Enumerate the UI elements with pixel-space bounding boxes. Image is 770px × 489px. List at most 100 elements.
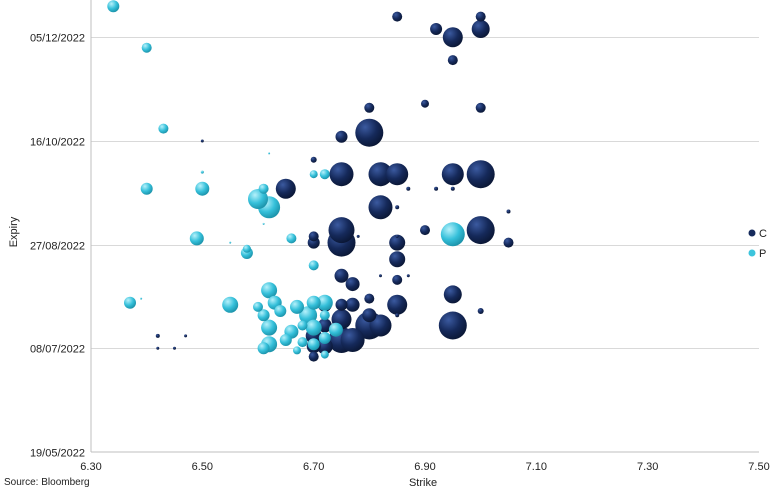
source-note: Source: Bloomberg [4,477,90,488]
bubble-p [229,241,232,244]
bubble-c [395,313,400,318]
bubble-p [261,282,278,299]
x-axis-title: Strike [409,477,437,489]
bubble-c [392,274,403,285]
bubble-c [369,314,392,337]
bubble-p [306,295,321,310]
x-tick-label: 6.70 [303,461,324,473]
x-tick-label: 7.50 [748,461,769,473]
bubble-p [158,123,169,134]
x-tick-label: 6.90 [414,461,435,473]
bubble-c [434,186,439,191]
bubble-c [364,102,375,113]
bubble-c [368,195,393,220]
bubble-c [421,99,429,108]
bubble-p [318,332,331,344]
bubble-c [420,225,430,236]
y-axis-title: Expiry [8,216,20,247]
y-tick-label: 05/12/2022 [30,33,85,45]
bubble-p [141,42,152,53]
legend-label-c: C [759,228,767,240]
bubble-p [140,182,153,195]
bubble-p [262,222,265,225]
bubble-c [340,328,365,352]
legend-label-p: P [759,248,766,260]
bubble-c [345,277,360,292]
bubble-c [389,251,406,268]
bubble-p [274,305,287,317]
y-tick-labels: 19/05/2022 08/07/2022 27/08/2022 16/10/2022… [30,33,85,460]
bubble-p [297,337,308,348]
bubble-p [140,297,143,300]
y-tick-label: 16/10/2022 [30,137,85,149]
bubble-p [257,309,270,322]
bubble-p [319,169,330,180]
bubble-p [293,346,301,355]
bubble-c [386,163,409,186]
bubble-c [395,234,399,238]
bubble-c [275,178,296,199]
bubble-c [345,297,360,312]
y-tick-label: 19/05/2022 [30,448,85,460]
bubble-p [189,231,204,246]
gridlines [91,37,759,349]
bubble-p [286,233,297,244]
bubble-p [242,244,251,253]
bubble-p [279,334,292,346]
bubble-c [438,311,467,340]
bubble-c [356,234,360,238]
bubble-c [447,55,458,66]
bubble-c [450,186,455,191]
bubble-c [389,234,406,251]
bubble-p [195,181,210,196]
bubble-p [308,260,319,271]
bubble-c [443,285,462,304]
bubble-c [466,216,495,245]
bubble-p [248,189,268,209]
bubbles [107,0,514,362]
bubble-c [466,160,495,189]
bubble-p [328,322,343,337]
bubble-c [184,334,188,338]
y-tick-label: 27/08/2022 [30,241,85,253]
bubble-c [395,205,400,210]
bubble-p [440,222,465,247]
bubble-c [173,346,176,350]
bubble-c [155,333,160,338]
bubble-c [368,162,393,187]
bubble-p [320,350,329,359]
bubble-p [290,299,304,314]
bubble-c [308,231,319,242]
bubble-p [268,152,271,155]
bubble-c [406,274,410,278]
x-tick-labels: 6.30 6.50 6.70 6.90 7.10 7.30 7.50 [80,461,769,473]
bubble-p [316,294,333,311]
bubble-p [222,296,239,313]
bubble-c [362,308,377,323]
bubble-c [329,162,354,187]
bubble-c [379,274,382,278]
bubble-p [253,301,263,312]
legend-marker-c [748,229,756,237]
bubble-c [406,186,411,191]
bubble-p [107,0,120,13]
bubble-c [477,308,484,314]
x-tick-label: 6.50 [192,461,213,473]
x-tick-label: 7.30 [637,461,658,473]
bubble-c [392,11,403,22]
bubble-c [364,293,375,304]
bubble-c [310,156,317,163]
bubble-c [200,139,204,143]
x-tick-label: 7.10 [526,461,547,473]
bubble-c [328,217,355,244]
bubble-p [124,296,136,309]
bubble-p [258,183,269,194]
bubble-c [503,237,514,248]
bubble-p [309,170,318,179]
bubble-c [387,294,408,315]
bubble-p [297,320,308,331]
legend: CP [748,228,767,260]
bubble-p [200,170,204,174]
